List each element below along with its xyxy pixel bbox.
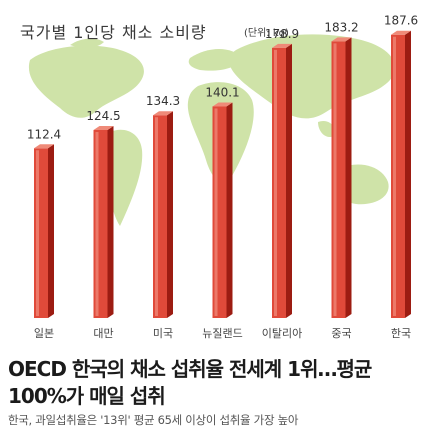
article-subheadline: 한국, 과일섭취율은 '13위' 평균 65세 이상이 섭취율 가장 높아 [8,413,299,427]
chart-title: 국가별 1인당 채소 소비량 [20,23,207,42]
bar-7: 187.6 한국 [384,14,418,340]
bar-chart: 국가별 1인당 채소 소비량 (단위: kg) 112.4 일본 124.5 대만 13… [20,14,418,340]
value-label: 187.6 [384,14,418,28]
bar-top [212,102,233,107]
chart-unit: (단위: kg) [244,26,289,39]
value-label: 112.4 [27,127,61,141]
bar-highlight [95,132,99,316]
bar-side [405,30,411,318]
bar-top [272,43,292,48]
category-label: 대만 [93,327,113,340]
bar-side [226,102,233,318]
bar-2: 124.5 대만 [86,109,120,340]
value-label: 134.3 [146,94,180,108]
bar-highlight [393,36,396,316]
bar-highlight [333,43,337,316]
bar-top [153,111,173,116]
category-label: 미국 [153,327,173,340]
category-label: 한국 [391,327,411,340]
chart-title-group: 국가별 1인당 채소 소비량 (단위: kg) [20,23,289,42]
value-label: 140.1 [205,85,239,99]
article-headline[interactable]: OECD 한국의 채소 섭취율 전세계 1위…평균 100%가 매일 섭취 [8,357,372,408]
bar-side [107,126,114,318]
bar-side [345,37,352,318]
category-label: 뉴질랜드 [202,327,242,340]
bar-5: 178.9 이탈리아 [262,27,302,340]
bar-side [48,144,54,318]
bar-highlight [155,117,158,316]
bar-6: 183.2 중국 [324,20,358,340]
bar-highlight [274,49,277,317]
chart-image[interactable]: 국가별 1인당 채소 소비량 (단위: kg) 112.4 일본 124.5 대만 13… [0,0,439,352]
bar-highlight [36,150,39,316]
bar-top [34,144,54,149]
value-label: 124.5 [86,109,120,123]
bar-highlight [214,108,218,316]
category-label: 일본 [34,326,54,340]
bar-1: 112.4 일본 [27,127,61,340]
bar-3: 134.3 미국 [146,94,180,340]
bars-layer: 112.4일본124.5대만134.3미국140.1뉴질랜드178.9이탈리아1… [27,14,418,340]
bar-4: 140.1 뉴질랜드 [202,85,242,340]
value-label: 178.9 [265,27,299,41]
bar-top [391,30,411,35]
bar-side [167,111,173,318]
bar-side [286,43,292,319]
category-label: 중국 [331,327,351,340]
bar-top [331,37,352,42]
category-label: 이탈리아 [262,327,302,340]
value-label: 183.2 [324,20,358,34]
bar-top [93,126,114,131]
